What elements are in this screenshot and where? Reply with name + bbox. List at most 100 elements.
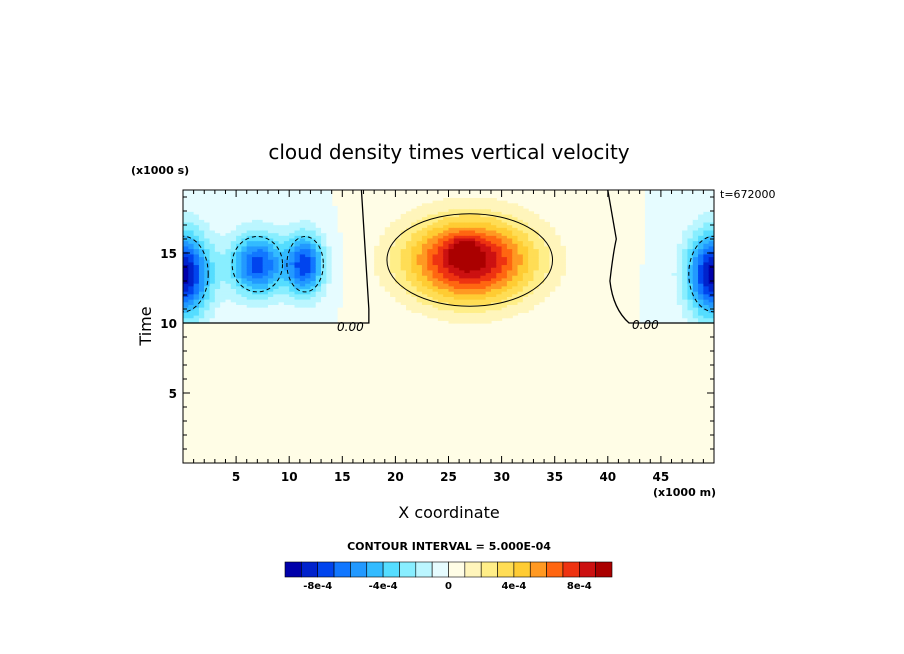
heatmap-cell (676, 285, 683, 290)
heatmap-cell (214, 216, 221, 220)
heatmap-cell (193, 296, 200, 300)
heatmap-cell (289, 248, 296, 252)
heatmap-cell (267, 291, 274, 295)
heatmap-cell (676, 229, 683, 234)
heatmap-cell (427, 224, 434, 228)
heatmap-cell (241, 229, 248, 234)
heatmap-cell (252, 232, 258, 236)
heatmap-cell (257, 208, 264, 212)
heatmap-cell (687, 237, 694, 242)
heatmap-cell (204, 248, 211, 252)
heatmap-cell (252, 261, 258, 266)
heatmap-cell (538, 267, 545, 271)
heatmap-cell (655, 304, 662, 308)
heatmap-cell (496, 293, 503, 297)
heatmap-cell (469, 280, 476, 284)
heatmap-cell (676, 261, 683, 266)
heatmap-cell (416, 237, 423, 242)
heatmap-cell (283, 195, 290, 199)
heatmap-cell (188, 261, 195, 266)
heatmap-cell (427, 304, 434, 308)
heatmap-cell (321, 235, 327, 239)
heatmap-cell (448, 240, 455, 244)
heatmap-cell (262, 243, 269, 247)
heatmap-cell (416, 251, 423, 255)
heatmap-cell (400, 275, 407, 279)
heatmap-cell (485, 251, 492, 255)
heatmap-cell (644, 285, 651, 290)
heatmap-cell (443, 277, 450, 282)
heatmap-cell (416, 245, 423, 250)
heatmap-cell (198, 293, 205, 297)
heatmap-cell (204, 259, 211, 263)
heatmap-cell (538, 280, 545, 284)
heatmap-cell (278, 261, 285, 266)
heatmap-cell (384, 288, 391, 292)
heatmap-cell (549, 285, 556, 290)
heatmap-cell (660, 205, 667, 210)
heatmap-cell (283, 256, 290, 260)
heatmap-cell (676, 267, 683, 271)
heatmap-cell (331, 232, 338, 236)
heatmap-cell (400, 227, 407, 231)
heatmap-cell (220, 301, 227, 305)
heatmap-cell (183, 320, 189, 324)
heatmap-cell (485, 205, 492, 210)
heatmap-cell (331, 288, 338, 292)
heatmap-cell (321, 200, 327, 204)
heatmap-cell (406, 285, 412, 290)
heatmap-cell (220, 304, 227, 308)
x-tick-label: 45 (653, 470, 670, 484)
heatmap-cell (246, 312, 253, 316)
heatmap-cell (459, 288, 466, 292)
heatmap-cell (252, 253, 258, 258)
heatmap-cell (687, 312, 694, 316)
heatmap-cell (517, 301, 524, 305)
heatmap-cell (336, 232, 343, 236)
heatmap-cell (443, 301, 450, 305)
heatmap-cell (698, 211, 704, 215)
heatmap-cell (485, 248, 492, 252)
heatmap-cell (289, 312, 296, 316)
heatmap-cell (310, 317, 317, 321)
heatmap-cell (336, 275, 343, 279)
heatmap-cell (427, 307, 434, 311)
heatmap-cell (650, 256, 657, 260)
heatmap-cell (506, 259, 513, 263)
heatmap-cell (283, 232, 290, 236)
heatmap-cell (262, 235, 269, 239)
heatmap-cell (453, 211, 460, 215)
colorbar-swatch (350, 561, 368, 578)
heatmap-cell (485, 267, 492, 271)
heatmap-cell (671, 243, 678, 247)
heatmap-cell (193, 256, 200, 260)
heatmap-cell (416, 275, 423, 279)
heatmap-cell (214, 267, 221, 271)
heatmap-cell (655, 213, 662, 218)
heatmap-cell (703, 192, 710, 196)
heatmap-cell (682, 245, 689, 250)
heatmap-cell (703, 224, 710, 228)
heatmap-cell (453, 224, 460, 228)
heatmap-cell (198, 197, 205, 202)
heatmap-cell (331, 280, 338, 284)
heatmap-cell (220, 211, 227, 215)
heatmap-cell (692, 261, 699, 266)
heatmap-cell (390, 272, 396, 276)
heatmap-cell (698, 272, 704, 276)
heatmap-cell (639, 291, 646, 295)
heatmap-cell (246, 253, 253, 258)
heatmap-cell (273, 259, 280, 263)
heatmap-cell (698, 243, 704, 247)
heatmap-cell (204, 208, 211, 212)
heatmap-cell (485, 280, 492, 284)
heatmap-cell (241, 227, 248, 231)
heatmap-cell (262, 283, 269, 287)
heatmap-cell (485, 235, 492, 239)
heatmap-cell (193, 203, 200, 207)
heatmap-cell (278, 299, 285, 303)
heatmap-cell (708, 299, 714, 303)
heatmap-cell (554, 235, 561, 239)
x-tick-label: 30 (493, 470, 510, 484)
heatmap-cell (230, 200, 237, 204)
